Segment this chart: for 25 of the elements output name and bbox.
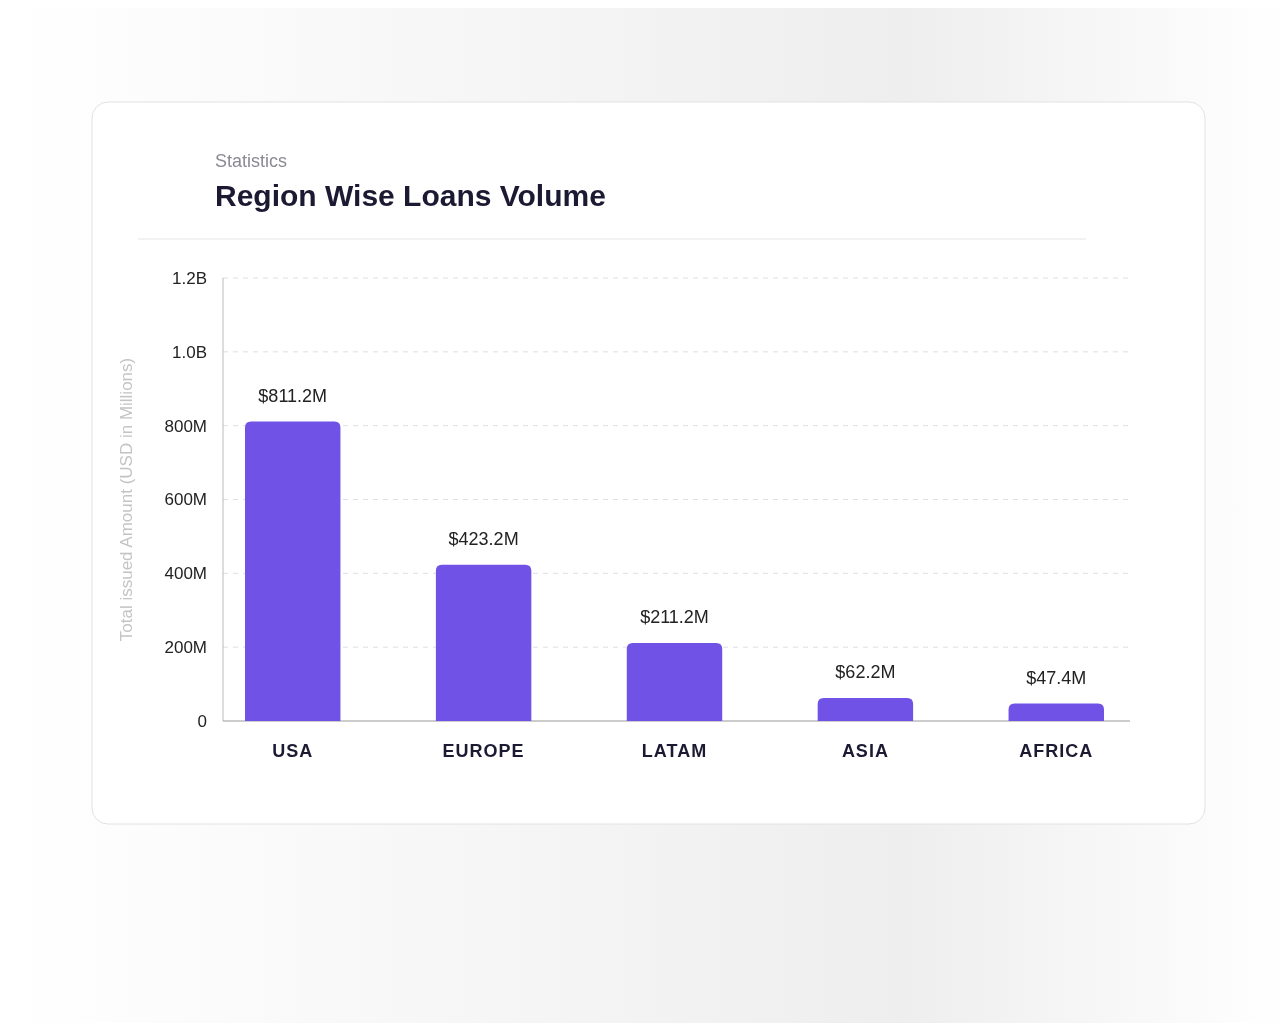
- y-tick-label: 1.0B: [172, 342, 207, 362]
- x-tick-label: LATAM: [641, 741, 708, 761]
- data-label: $423.2M: [448, 528, 519, 549]
- y-tick-label: 200M: [164, 638, 207, 658]
- y-axis-title: Total issued Amount (USD in Millions): [117, 357, 136, 642]
- bar: [817, 698, 914, 721]
- x-tick-label: ASIA: [841, 741, 889, 761]
- chart-title: Region Wise Loans Volume: [215, 179, 606, 212]
- x-tick-label: AFRICA: [1019, 741, 1094, 761]
- bar: [1008, 703, 1104, 721]
- bar: [245, 421, 341, 721]
- chart-subtitle: Statistics: [215, 151, 288, 171]
- y-tick-label: 1.2B: [172, 268, 207, 288]
- y-tick-label: 400M: [164, 564, 207, 584]
- bar: [626, 643, 723, 721]
- x-tick-label: USA: [272, 741, 314, 761]
- data-label: $47.4M: [1026, 667, 1087, 688]
- x-tick-label: EUROPE: [442, 741, 525, 761]
- data-label: $811.2M: [258, 385, 328, 406]
- y-tick-label: 800M: [164, 416, 207, 436]
- y-tick-label: 600M: [164, 490, 207, 510]
- bar: [435, 564, 532, 721]
- data-label: $62.2M: [835, 662, 896, 683]
- y-tick-label: 0: [197, 711, 207, 731]
- data-label: $211.2M: [640, 607, 709, 628]
